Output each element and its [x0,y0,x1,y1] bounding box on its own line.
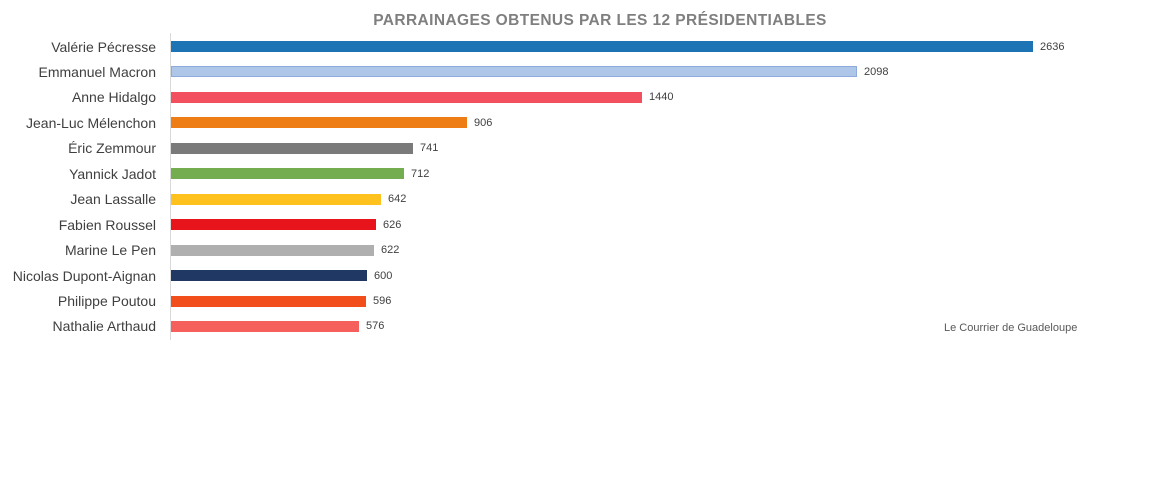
bar [171,244,374,256]
bar [171,320,359,332]
category-label: Anne Hidalgo [71,89,156,106]
category-label: Valérie Pécresse [51,38,156,55]
category-label: Nicolas Dupont-Aignan [12,267,156,284]
bar-row: Nathalie Arthaud 576 [0,318,1160,335]
category-label: Yannick Jadot [69,165,156,182]
value-label: 2636 [1040,40,1065,53]
category-label: Philippe Poutou [57,293,156,309]
bar [171,219,376,231]
bar-row: Jean Lassalle 642 [0,191,1160,208]
value-label: 906 [474,116,493,129]
category-label: Jean-Luc Mélenchon [26,114,156,131]
category-label: Fabien Roussel [58,216,156,233]
value-label: 596 [373,295,392,307]
value-label: 576 [366,320,385,333]
bar-row: Fabien Roussel 626 [0,216,1160,233]
bar [171,295,366,307]
bar-row: Marine Le Pen 622 [0,242,1160,259]
chart-title: PARRAINAGES OBTENUS PAR LES 12 PRÉSIDENT… [373,12,827,29]
bar-row: Philippe Poutou 596 [0,293,1160,309]
value-label: 1440 [649,91,674,104]
bar [171,193,381,205]
bar-row: Valérie Pécresse 2636 [0,38,1160,55]
category-label: Marine Le Pen [64,242,156,259]
bar [171,91,642,103]
category-label: Emmanuel Macron [38,63,157,80]
value-label: 626 [383,218,402,231]
value-label: 741 [420,142,439,155]
value-label: 622 [381,244,400,257]
bar [171,66,857,78]
bar [171,117,467,129]
category-label: Jean Lassalle [70,191,156,208]
category-label: Nathalie Arthaud [52,318,156,335]
category-label: Éric Zemmour [68,140,156,157]
bar [171,41,1033,52]
bar-row: Anne Hidalgo 1440 [0,89,1160,106]
bar-row: Nicolas Dupont-Aignan 600 [0,267,1160,284]
bar-row: Emmanuel Macron 2098 [0,63,1160,80]
bar-row: Jean-Luc Mélenchon 906 [0,114,1160,131]
value-label: 642 [388,193,407,206]
bar [171,270,367,282]
source-attribution: Le Courrier de Guadeloupe [944,322,1078,334]
bar [171,168,404,180]
value-label: 712 [411,167,430,180]
bar-row: Éric Zemmour 741 [0,140,1160,157]
bar [171,142,413,154]
bar-row: Yannick Jadot 712 [0,165,1160,182]
value-label: 2098 [864,65,889,78]
value-label: 600 [374,269,393,282]
y-axis-line [170,33,171,340]
